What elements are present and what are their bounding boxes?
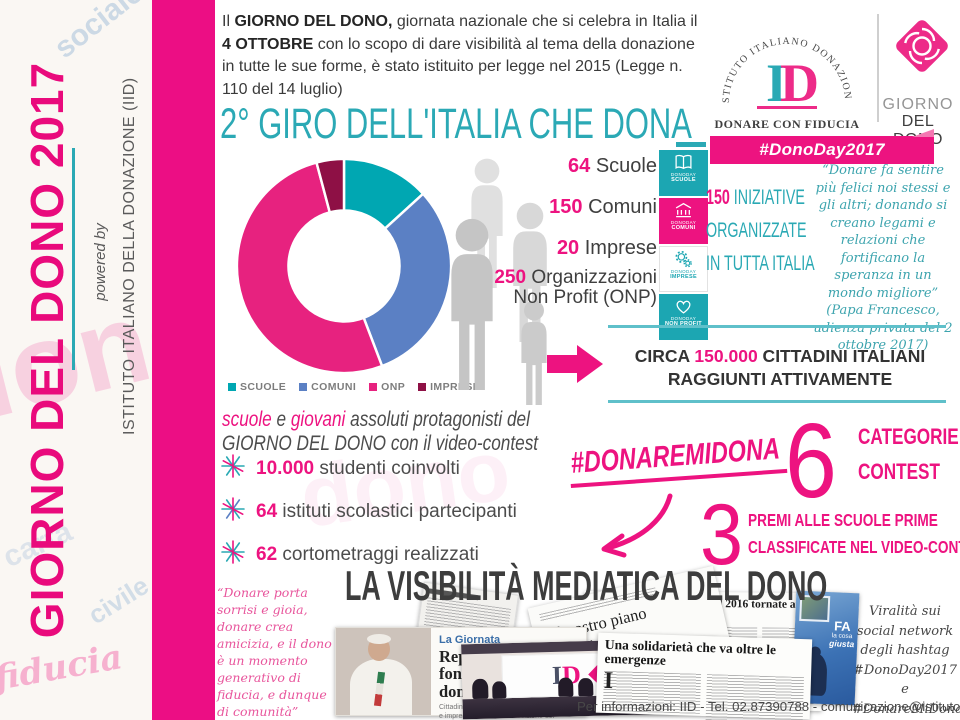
teal-rule-top xyxy=(608,325,946,328)
legend-item: SCUOLE xyxy=(228,381,286,393)
powered-by-label: powered by xyxy=(92,223,109,301)
bullet-istituti: 64 istituti scolastici partecipanti xyxy=(256,501,517,522)
iid-logo: ISTITUTO ITALIANO DONAZIONE I D DONARE C… xyxy=(703,4,859,131)
chart-legend: SCUOLE COMUNI ONP IMPRESE xyxy=(228,381,480,393)
logo-divider xyxy=(877,14,879,122)
sidebar-divider-line xyxy=(72,148,75,370)
stat-comuni: 150 Comuni xyxy=(549,196,657,218)
legend-item: COMUNI xyxy=(299,381,356,393)
gdd-logo-line1: GIORNO xyxy=(882,96,954,113)
donut-segment-onp xyxy=(235,161,384,375)
intro-paragraph: Il GIORNO DEL DONO, giornata nazionale c… xyxy=(222,13,698,99)
ribbon-fold xyxy=(912,129,934,137)
strip-block-scuole: DONODAY SCUOLE xyxy=(659,150,708,196)
giorno-del-dono-logo xyxy=(896,20,948,72)
category-icon-strip: DONODAY SCUOLE DONODAY COMUNI DONODAY IMPRE… xyxy=(659,150,708,340)
organization-label: ISTITUTO ITALIANO DELLA DONAZIONE (IID) xyxy=(121,77,138,435)
quote-mattarella: “Donare porta sorrisi e gioia, donare cr… xyxy=(217,585,332,719)
newspaper-photo xyxy=(336,628,431,715)
stat-scuole: 64 Scuole xyxy=(568,155,657,177)
iid-letter-i: I xyxy=(766,53,787,113)
donut-chart xyxy=(235,157,453,375)
social-virality-note: Viralità sui social network degli hashta… xyxy=(852,604,960,717)
bullet-cortometraggi: 62 cortometraggi realizzati xyxy=(256,544,479,565)
reach-statement: CIRCA 150.000 CITTADINI ITALIANI RAGGIUN… xyxy=(634,346,926,389)
premi-line1: PREMI ALLE SCUOLE PRIME xyxy=(748,510,938,530)
quote-papa-francesco: “Donare fa sentire più felici noi stessi… xyxy=(813,163,953,354)
strip-block-comuni: DONODAY COMUNI xyxy=(659,198,708,244)
legend-swatch-onp xyxy=(369,383,378,391)
iid-letter-d: D xyxy=(780,53,819,113)
asterisk-icon xyxy=(221,454,245,478)
iid-underline xyxy=(757,106,817,109)
book-icon xyxy=(675,154,692,170)
teal-rule-bottom xyxy=(608,400,946,403)
media-section-title: LA VISIBILITÀ MEDIATICA DEL DONO xyxy=(345,562,828,609)
gears-icon xyxy=(675,250,692,268)
donoday-ribbon: #DonoDay2017 xyxy=(710,129,934,164)
intro-bold-giorno: GIORNO DEL DONO, xyxy=(234,13,393,30)
contest-label-categorie: CATEGORIE xyxy=(858,424,959,449)
hashtag-donaremidona: #DONAREMIDONA xyxy=(568,431,788,488)
legend-item: ONP xyxy=(369,381,405,393)
title-accent-dash xyxy=(676,142,706,147)
left-background xyxy=(0,0,152,720)
protagonists-heading: scuole e giovani assoluti protagonisti d… xyxy=(222,407,539,455)
section-title: 2° GIRO DELL'ITALIA CHE DONA xyxy=(220,100,692,148)
heart-icon xyxy=(676,300,691,314)
premi-number-3: 3 xyxy=(700,487,744,583)
footer-contact: Per informazioni: IID - Tel. 02.87390788… xyxy=(577,699,960,714)
legend-swatch-comuni xyxy=(299,383,308,391)
bullet-studenti: 10.000 studenti coinvolti xyxy=(256,458,460,479)
curved-arrow-icon xyxy=(601,493,673,558)
contest-number-6: 6 xyxy=(785,402,837,520)
legend-swatch-imprese xyxy=(418,383,427,391)
right-arrow-icon xyxy=(547,345,603,383)
fa-la-cosa-giusta-logo: FA la cosa giusta xyxy=(828,618,855,650)
donut-segment-imprese xyxy=(314,157,346,214)
iid-tagline: DONARE CON FIDUCIA xyxy=(714,117,859,131)
contest-label-contest: CONTEST xyxy=(858,459,940,484)
stat-onp: 250 Organizzazioni Non Profit (ONP) xyxy=(494,267,657,308)
town-hall-icon xyxy=(675,202,692,218)
premi-line2: CLASSIFICATE NEL VIDEO-CONTEST xyxy=(748,537,960,557)
donut-segment-comuni xyxy=(362,192,453,368)
strip-block-imprese: DONODAY IMPRESE xyxy=(659,246,708,292)
pink-sidebar xyxy=(152,0,215,720)
asterisk-icon xyxy=(221,540,245,564)
asterisk-icon xyxy=(221,497,245,521)
stat-imprese: 20 Imprese xyxy=(556,237,657,259)
sidebar-title: GIORNO DEL DONO 2017 xyxy=(21,61,73,639)
intro-bold-date: 4 OTTOBRE xyxy=(222,35,314,53)
strip-block-nonprofit: DONODAY NON PROFIT xyxy=(659,294,708,340)
iniziative-block: 150 INIZIATIVE ORGANIZZATE IN TUTTA ITAL… xyxy=(706,186,815,275)
legend-swatch-scuole xyxy=(228,383,236,391)
